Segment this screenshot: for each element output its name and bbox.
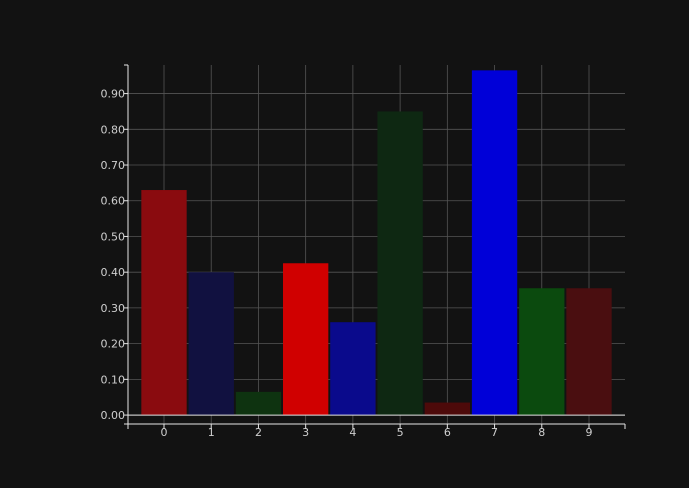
y-tick-label: 0.50 bbox=[101, 230, 126, 243]
x-tick-label: 2 bbox=[255, 426, 262, 439]
y-tick-label: 0.40 bbox=[101, 266, 126, 279]
y-tick-label: 0.80 bbox=[101, 123, 126, 136]
y-tick-label: 0.60 bbox=[101, 195, 126, 208]
bar bbox=[283, 263, 329, 416]
bar bbox=[141, 190, 187, 416]
x-tick-label: 6 bbox=[444, 426, 451, 439]
y-tick-label: 0.90 bbox=[101, 88, 126, 101]
x-tick-label: 8 bbox=[538, 426, 545, 439]
y-tick-label: 0.10 bbox=[101, 373, 126, 386]
bar bbox=[424, 402, 470, 416]
bar bbox=[471, 70, 518, 416]
x-tick-label: 1 bbox=[208, 426, 215, 439]
x-tick-label: 7 bbox=[491, 426, 498, 439]
bar bbox=[235, 391, 282, 416]
tick-labels: 0.00 0.10 0.20 0.30 0.40 0.50 0.60 0.70 0.80 0.90… bbox=[101, 88, 593, 439]
y-tick-label: 0.00 bbox=[101, 409, 126, 422]
axes bbox=[124, 64, 626, 429]
y-tick-label: 0.20 bbox=[101, 338, 126, 351]
bar bbox=[519, 288, 565, 416]
y-tick-label: 0.70 bbox=[101, 159, 126, 172]
x-tick-label: 3 bbox=[302, 426, 309, 439]
x-tick-label: 9 bbox=[586, 426, 593, 439]
bar bbox=[377, 111, 423, 416]
x-tick-label: 0 bbox=[161, 426, 168, 439]
x-tick-label: 5 bbox=[397, 426, 404, 439]
bar bbox=[566, 288, 612, 416]
bar bbox=[330, 322, 376, 416]
x-tick-label: 4 bbox=[349, 426, 356, 439]
bars bbox=[141, 70, 612, 416]
bar bbox=[188, 272, 234, 416]
y-tick-label: 0.30 bbox=[101, 302, 126, 315]
